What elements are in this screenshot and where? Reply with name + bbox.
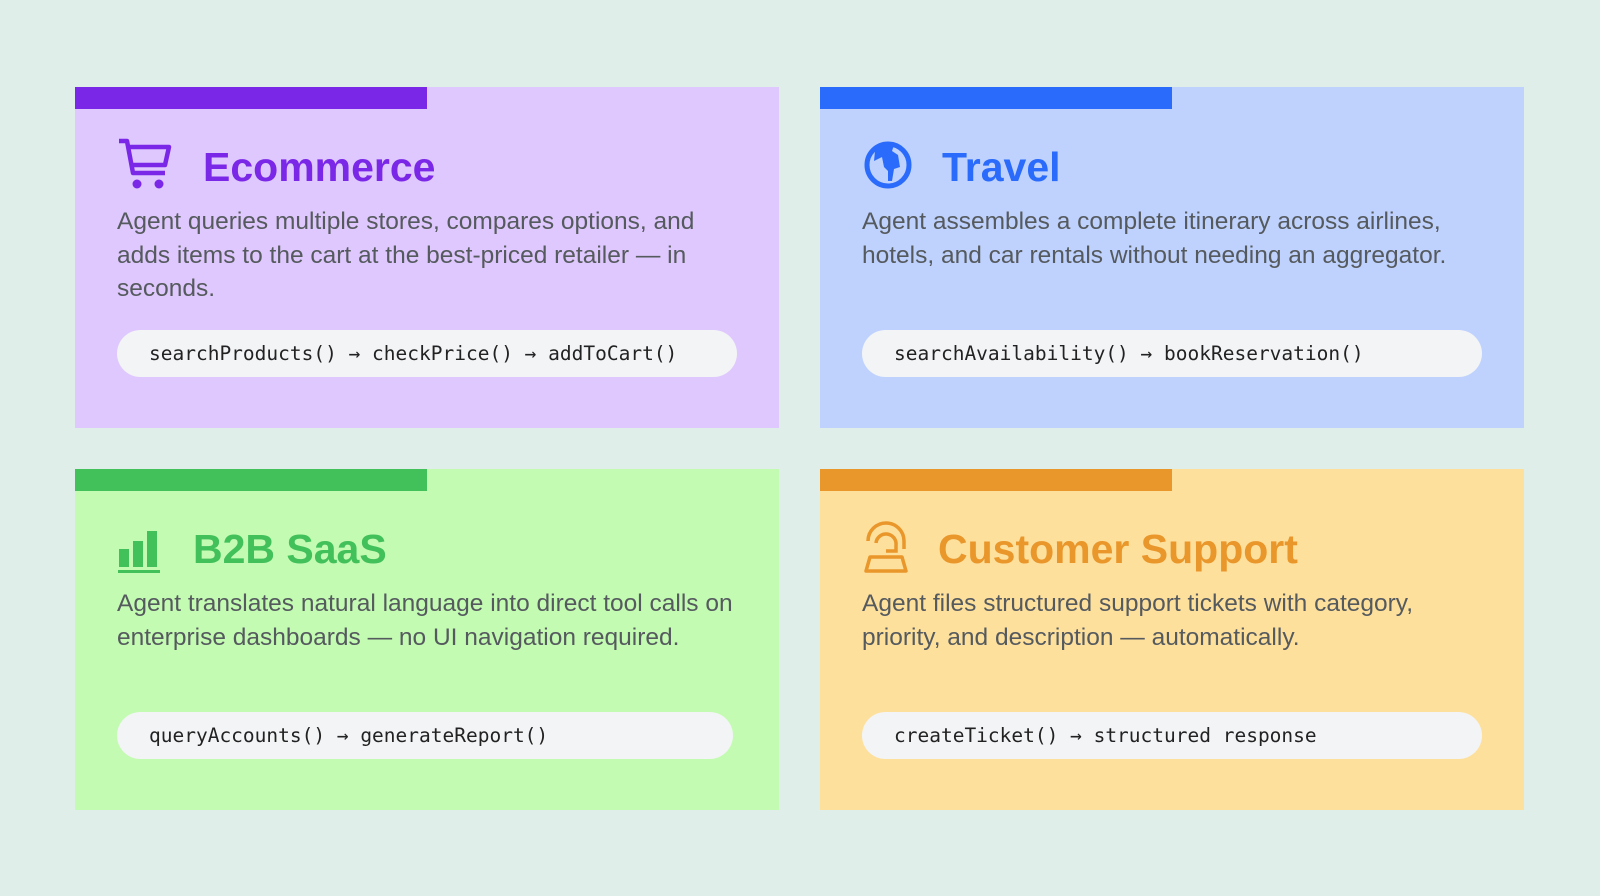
card-b2b-saas: B2B SaaS Agent translates natural langua… [75,469,779,810]
card-description: Agent queries multiple stores, compares … [117,208,695,302]
card-description: Agent assembles a complete itinerary acr… [862,208,1447,269]
card-travel: Travel Agent assembles a complete itiner… [820,87,1524,428]
card-ecommerce: Ecommerce Agent queries multiple stores,… [75,87,779,428]
card-title: B2B SaaS [193,526,387,572]
accent-bar [820,87,1172,109]
accent-bar [820,469,1172,491]
function-flow: searchAvailability() → bookReservation() [862,330,1482,377]
bar-chart-icon [118,531,160,573]
card-customer-support: Customer Support Agent files structured … [820,469,1524,810]
card-title: Customer Support [938,526,1298,572]
card-title: Ecommerce [203,144,436,190]
function-flow: queryAccounts() → generateReport() [117,712,733,759]
accent-bar [75,87,427,109]
card-title: Travel [942,144,1061,190]
support-agent-icon [864,521,908,573]
accent-bar [75,469,427,491]
shopping-cart-icon [119,138,172,189]
function-flow: createTicket() → structured response [862,712,1482,759]
card-description: Agent translates natural language into d… [117,590,733,651]
function-flow: searchProducts() → checkPrice() → addToC… [117,330,737,377]
globe-icon [864,141,912,189]
card-description: Agent files structured support tickets w… [862,590,1414,651]
